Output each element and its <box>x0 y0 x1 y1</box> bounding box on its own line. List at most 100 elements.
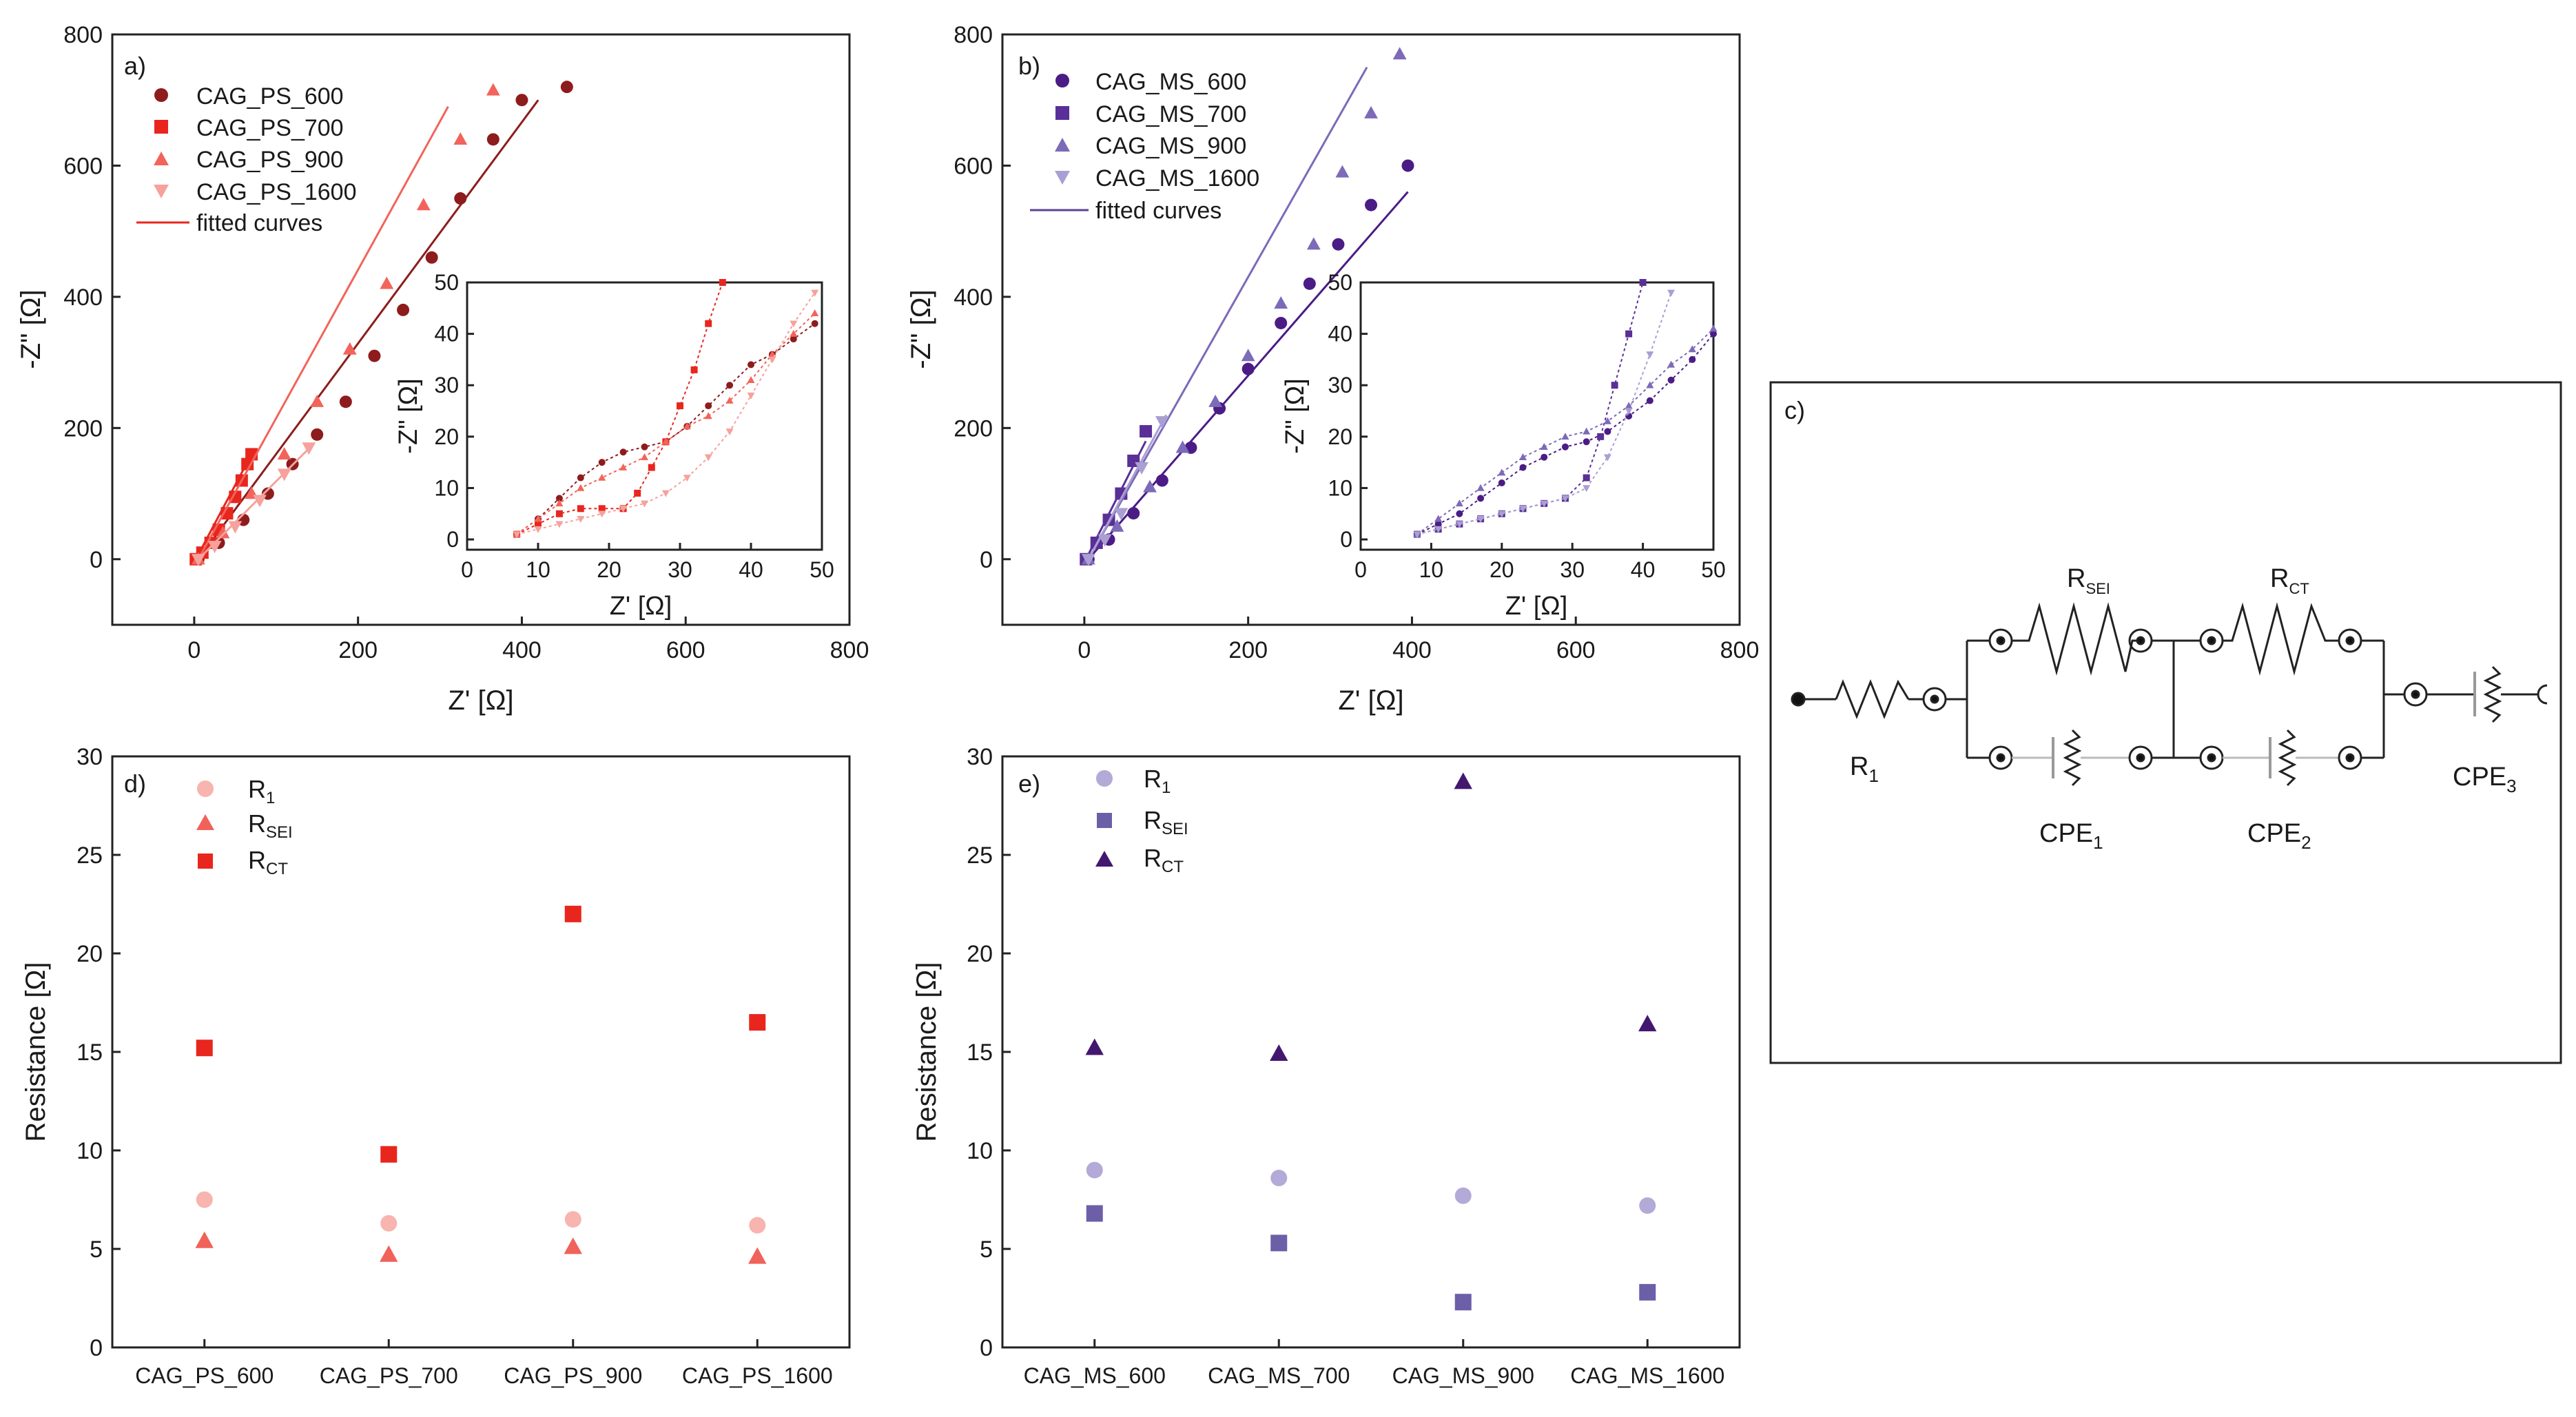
panel-b-inset: 0 10 20 30 40 50 0 10 20 30 40 50 Z' [Ω] -Z" [Ω] <box>1281 270 1726 621</box>
label-cpe3-main: CPE <box>2453 763 2506 792</box>
legend-label-r1-main: R <box>1144 765 1162 793</box>
y-tick-label: 20 <box>967 941 993 967</box>
inset-point-cag-ps-700 <box>648 464 655 471</box>
inset-point-cag-ps-600 <box>555 495 563 502</box>
inset-point-cag-ms-900 <box>1476 484 1485 491</box>
panel-b-inset-y-axis-label: -Z" [Ω] <box>1281 378 1310 453</box>
point-cag-ps-600 <box>425 251 438 264</box>
point-cag-ps-700 <box>241 457 254 470</box>
legend-label-cag-ms-1600: CAG_MS_1600 <box>1095 165 1259 192</box>
inset-point-cag-ms-1600 <box>1519 506 1527 513</box>
y-tick-label: 800 <box>954 22 993 48</box>
resistor-rct <box>2223 602 2339 676</box>
point-rsei <box>748 1247 767 1264</box>
x-category-label: CAG_MS_600 <box>1024 1363 1166 1388</box>
y-tick-label: 200 <box>954 415 993 442</box>
inset-y-tick-label: 30 <box>1328 373 1352 397</box>
label-cpe3-sub: 3 <box>2506 776 2516 796</box>
point-rsei <box>195 1231 214 1248</box>
inset-x-tick-label: 30 <box>1560 557 1585 582</box>
panel-a-inset-plot <box>513 279 819 539</box>
panel-b-legend: CAG_MS_600 CAG_MS_700 CAG_MS_900 CAG_MS_… <box>1030 69 1259 224</box>
x-tick-label: 600 <box>666 637 705 663</box>
circuit-node-dot <box>2136 753 2145 763</box>
point-cag-ps-1600 <box>207 541 222 554</box>
inset-point-cag-ms-900 <box>1667 360 1676 368</box>
point-r1 <box>196 1191 213 1208</box>
inset-point-cag-ms-700 <box>1625 330 1633 338</box>
inset-point-cag-ps-900 <box>534 515 542 522</box>
point-cag-ps-900 <box>453 132 468 145</box>
panel-a-inset-x-axis-label: Z' [Ω] <box>610 592 672 621</box>
inset-point-cag-ps-1600 <box>513 531 521 539</box>
panel-c-equivalent-circuit: c) R1 RSEI CPE1 RCT <box>1769 381 2562 1064</box>
panel-e-x-categories: CAG_MS_600 CAG_MS_700 CAG_MS_900 CAG_MS_160… <box>1024 1339 1724 1388</box>
point-rct <box>564 905 581 922</box>
y-tick-label: 800 <box>63 22 103 48</box>
inset-point-cag-ps-600 <box>619 448 627 456</box>
inset-point-cag-ms-900 <box>1583 427 1591 435</box>
inset-x-tick-label: 50 <box>810 557 834 582</box>
point-cag-ps-600 <box>486 133 499 146</box>
point-cag-ps-600 <box>515 94 528 107</box>
inset-point-cag-ps-900 <box>704 412 712 420</box>
label-cpe1: CPE1 <box>2039 819 2103 853</box>
inset-point-cag-ps-1600 <box>619 506 628 513</box>
inset-point-cag-ms-700 <box>1597 433 1605 440</box>
legend-label-r1-main: R <box>248 775 266 803</box>
point-cag-ps-900 <box>486 83 500 96</box>
inset-point-cag-ms-1600 <box>1583 485 1591 493</box>
inset-point-cag-ps-900 <box>747 376 755 384</box>
point-r1 <box>380 1214 398 1232</box>
circuit-output-terminal <box>2537 684 2548 705</box>
point-cag-ps-1600 <box>191 554 205 567</box>
point-cag-ps-900 <box>310 394 324 407</box>
inset-point-cag-ms-900 <box>1498 468 1506 476</box>
inset-y-tick-label: 20 <box>1328 424 1352 449</box>
panel-b-frame <box>1001 33 1741 626</box>
legend-label-rsei-main: R <box>1144 806 1162 834</box>
point-r1 <box>564 1211 581 1228</box>
fit-line-cag-ps-1600 <box>197 444 314 560</box>
point-cag-ms-900 <box>1364 105 1378 118</box>
inset-x-tick-label: 50 <box>1701 557 1726 582</box>
legend-marker-rct <box>198 854 213 869</box>
point-cag-ms-900 <box>1274 296 1288 309</box>
inset-y-tick-label: 40 <box>434 322 459 347</box>
circuit-node-dot <box>1996 753 2006 763</box>
label-rct-main: R <box>2270 564 2289 593</box>
y-tick-label: 0 <box>980 1335 993 1361</box>
inset-point-cag-ps-900 <box>641 453 648 460</box>
inset-point-cag-ms-900 <box>1603 417 1611 424</box>
legend-label-rct-main: R <box>248 846 266 874</box>
circuit-input-node <box>1791 692 1806 707</box>
y-tick-label: 15 <box>967 1040 993 1066</box>
y-tick-label: 30 <box>967 744 993 770</box>
inset-point-cag-ms-600 <box>1456 510 1463 517</box>
point-cag-ms-900 <box>1175 440 1190 453</box>
panel-b-inset-plot <box>1413 279 1718 539</box>
point-cag-ps-600 <box>339 395 352 408</box>
point-cag-ms-600 <box>1275 316 1288 329</box>
inset-y-tick-label: 0 <box>1340 527 1352 552</box>
label-r1-main: R <box>1850 752 1868 781</box>
inset-point-cag-ms-1600 <box>1625 408 1633 415</box>
y-tick-label: 400 <box>954 285 993 311</box>
inset-point-cag-ps-600 <box>577 474 584 482</box>
inset-point-cag-ps-1600 <box>661 490 670 497</box>
inset-y-tick-label: 20 <box>434 424 459 449</box>
legend-label-rsei-sub: SEI <box>1162 820 1188 838</box>
series-r1 <box>196 1191 766 1234</box>
series-cag-ps-1600 <box>191 442 316 567</box>
panel-b-y-ticks: 0 200 400 600 800 <box>954 22 1011 573</box>
legend-marker-rsei <box>196 814 214 830</box>
inset-point-cag-ms-1600 <box>1455 521 1463 528</box>
y-tick-label: 5 <box>90 1237 103 1263</box>
panel-a-inset-y-ticks: 0 10 20 30 40 50 <box>434 270 474 552</box>
inset-x-tick-label: 0 <box>461 557 473 582</box>
label-rct-sub: CT <box>2289 580 2309 597</box>
inset-x-tick-label: 0 <box>1354 557 1367 582</box>
